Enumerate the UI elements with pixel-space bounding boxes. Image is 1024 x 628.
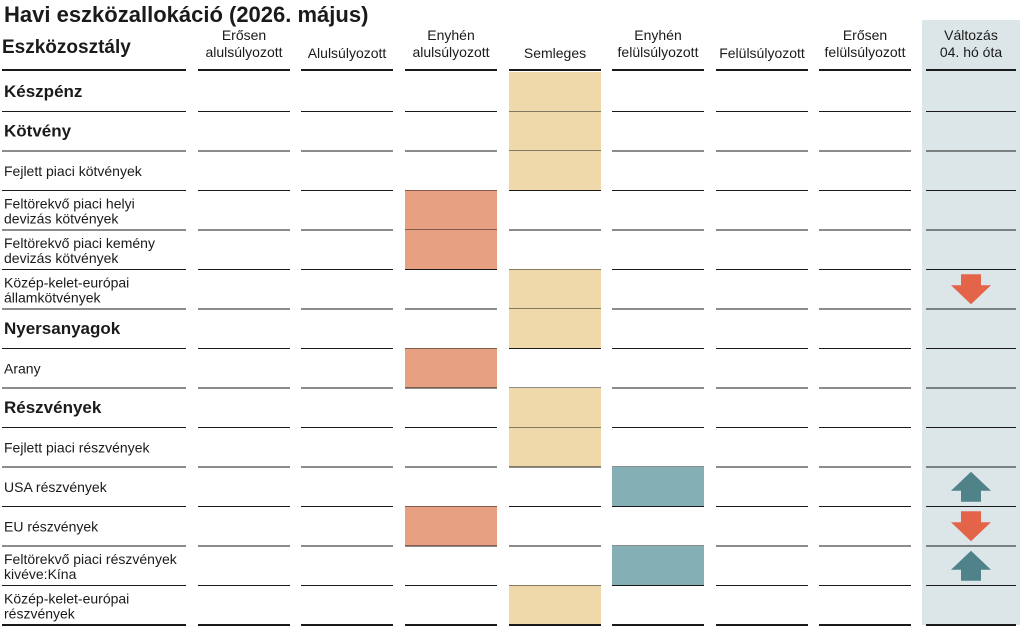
row-label: EU részvények [4,519,99,535]
position-cell [405,506,497,546]
position-cell [405,190,497,230]
row-label: Fejlett piaci részvények [4,440,151,456]
column-header-4: Enyhén [634,27,681,43]
column-header-1: Alulsúlyozott [308,45,387,61]
arrow-up-icon [951,471,991,502]
row-label: Arany [4,361,41,377]
position-cell [509,388,601,428]
column-header-4: felülsúlyozott [618,44,699,60]
row-label: Részvények [4,398,102,417]
arrow-down-icon [951,274,991,305]
arrow-down-icon [951,511,991,542]
row-label: Fejlett piaci kötvények [4,163,143,179]
row-label: államkötvények [4,290,101,306]
position-cell [405,230,497,270]
row-label: részvények [4,606,76,622]
column-header-6: Erősen [843,27,887,43]
row-label: Feltörekvő piaci kemény [4,235,155,251]
column-header-5: Felülsúlyozott [719,45,805,61]
row-label: Nyersanyagok [4,319,121,338]
row-label: kivéve:Kína [4,566,77,582]
row-label: Közép-kelet-európai [4,591,129,607]
position-cell [509,427,601,467]
column-header-0: alulsúlyozott [205,44,282,60]
position-cell [612,546,704,586]
column-header-0: Erősen [222,27,266,43]
position-cell [509,309,601,349]
row-label: USA részvények [4,479,108,495]
column-header-6: felülsúlyozott [825,44,906,60]
position-cell [509,151,601,191]
change-column-header: Változás [944,27,998,43]
position-cell [612,467,704,507]
position-cell [509,269,601,309]
position-cell [509,585,601,625]
column-header-2: Enyhén [427,27,474,43]
row-header: Eszközosztály [2,37,131,58]
row-label: Kötvény [4,122,72,141]
row-label: Feltörekvő piaci részvények [4,551,178,567]
position-cell [509,72,601,112]
row-label: devizás kötvények [4,250,119,266]
arrow-up-icon [951,550,991,581]
chart-title: Havi eszközallokáció (2026. május) [4,2,369,27]
column-header-3: Semleges [524,45,586,61]
position-cell [405,348,497,388]
row-label: Készpénz [4,82,82,101]
row-label: Feltörekvő piaci helyi [4,196,135,212]
position-cell [509,111,601,151]
column-header-2: alulsúlyozott [412,44,489,60]
row-label: Közép-kelet-európai [4,275,129,291]
row-label: devizás kötvények [4,211,119,227]
change-column-header: 04. hó óta [940,44,1002,60]
